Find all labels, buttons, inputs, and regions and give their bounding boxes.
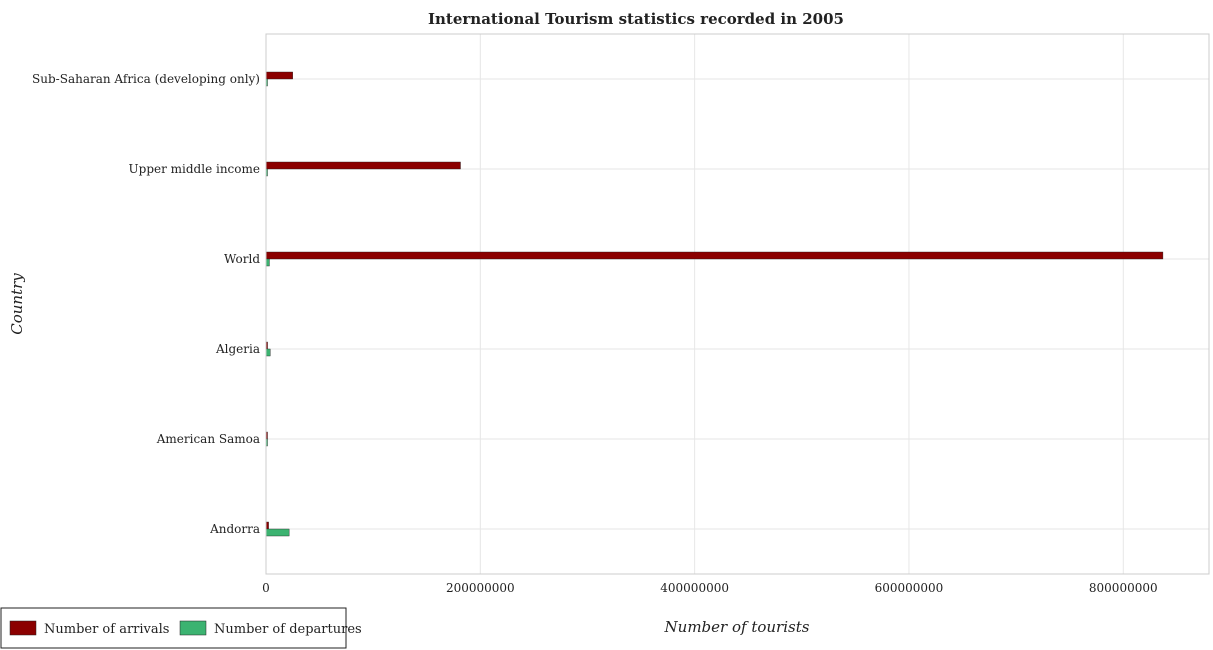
y-tick-label: Algeria [215,342,260,356]
y-tick-label: American Samoa [156,432,260,446]
legend-swatch-arrivals [9,620,37,636]
x-tick-label: 0 [262,581,270,595]
x-tick-label: 400000000 [660,581,729,595]
x-tick-label: 600000000 [875,581,944,595]
y-tick-label: World [224,252,260,266]
y-tick-label: Sub-Saharan Africa (developing only) [32,72,260,86]
x-tick-label: 800000000 [1089,581,1158,595]
legend-label-arrivals: Number of arrivals [44,622,169,637]
x-tick-label: 200000000 [446,581,515,595]
bar-arrivals [265,161,461,170]
bar-departures [265,348,271,357]
legend-swatch-departures [179,620,207,636]
chart-title: International Tourism statistics recorde… [428,10,844,28]
legend: Number of arrivals Number of departures [0,607,362,649]
bar-departures [265,528,290,537]
x-ticks: 0 200000000 400000000 600000000 800000000 [262,581,1157,595]
y-axis-label: Country [8,273,26,335]
x-axis-label: Number of tourists [664,618,810,636]
bar-departures [265,258,270,267]
y-tick-label: Upper middle income [129,162,260,176]
legend-label-departures: Number of departures [214,622,362,637]
bar-arrivals [265,71,293,80]
y-ticks: Sub-Saharan Africa (developing only) Uppe… [32,72,260,536]
plot-area-border [265,33,1210,575]
bar-arrivals [265,251,1164,260]
y-tick-label: Andorra [209,522,260,536]
legend-box [0,607,347,649]
